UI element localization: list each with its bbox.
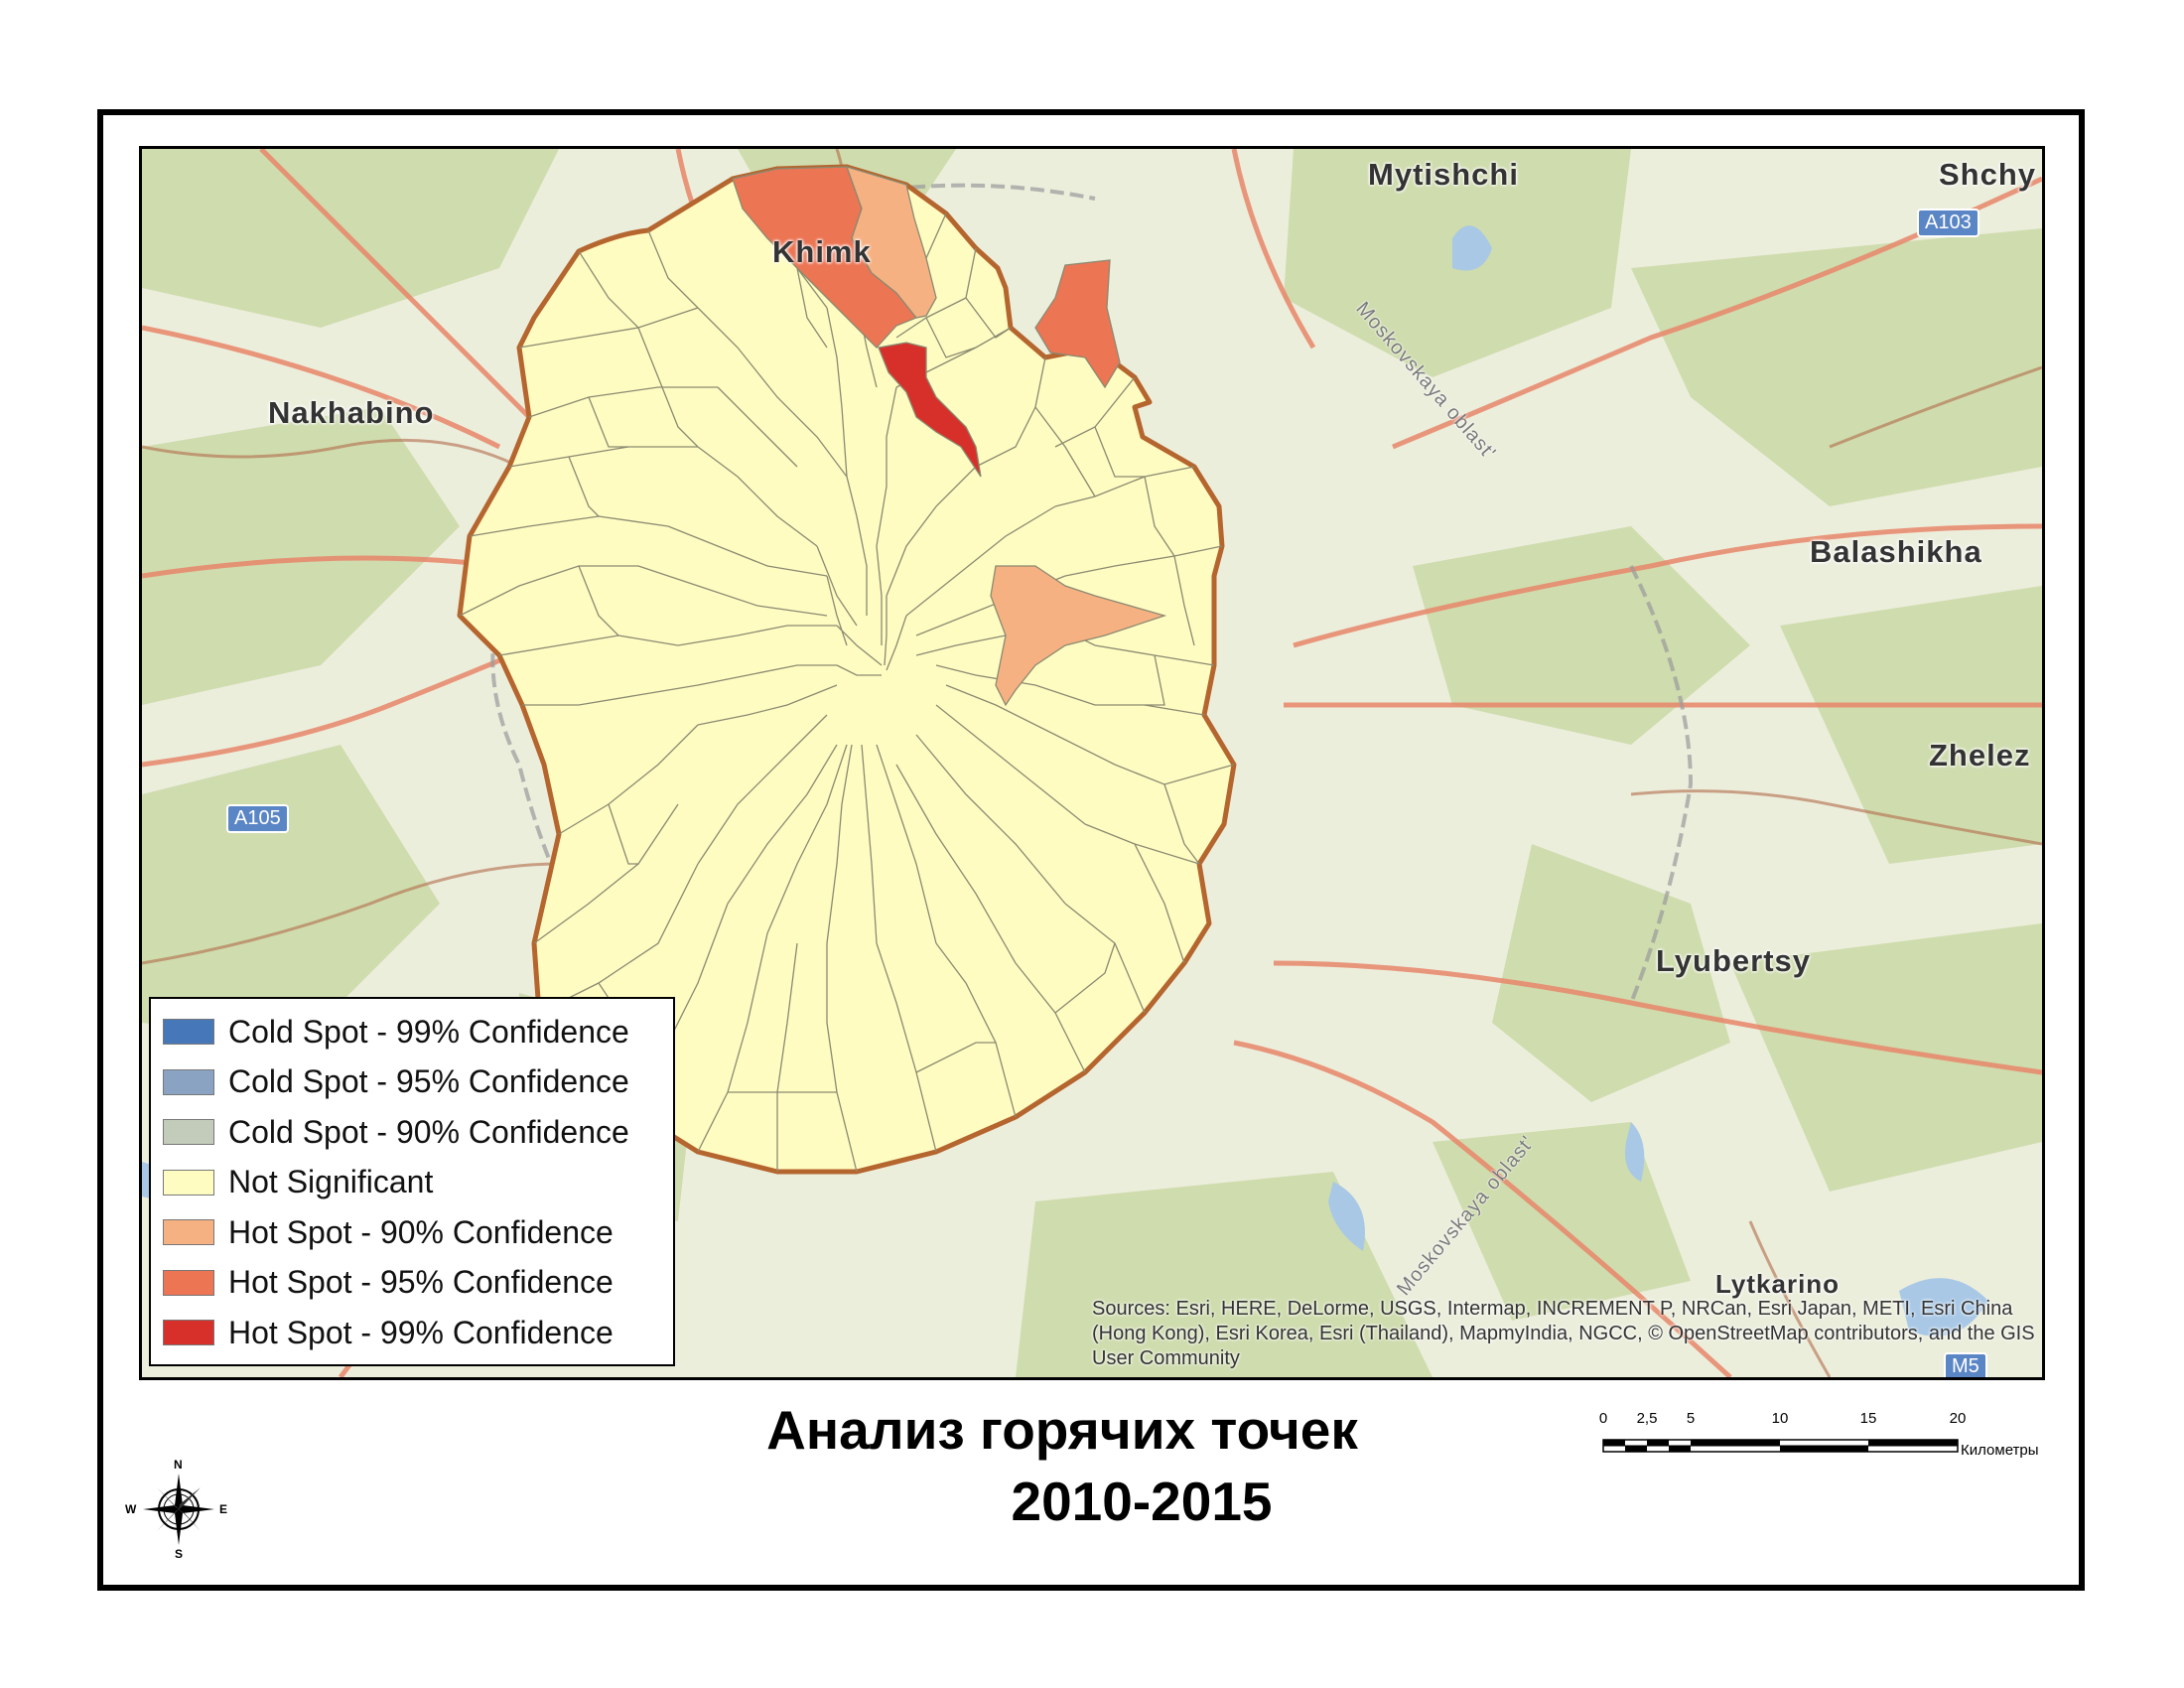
city-label-nakhabino: Nakhabino bbox=[268, 395, 435, 430]
legend-swatch bbox=[163, 1169, 214, 1196]
legend-swatch bbox=[163, 1320, 214, 1346]
legend-label: Hot Spot - 99% Confidence bbox=[228, 1314, 614, 1350]
scale-tick-label: 5 bbox=[1686, 1410, 1696, 1427]
north-arrow-compass-icon: N S E W bbox=[125, 1458, 230, 1561]
legend-swatch bbox=[163, 1119, 214, 1146]
city-label-zhelez: Zhelez bbox=[1929, 738, 2031, 773]
legend-label: Not Significant bbox=[228, 1164, 434, 1200]
legend-item: Hot Spot - 90% Confidence bbox=[151, 1207, 673, 1258]
legend-item: Hot Spot - 99% Confidence bbox=[151, 1308, 673, 1358]
basemap-svg bbox=[142, 149, 2042, 1377]
moscow-boundary bbox=[457, 164, 1237, 1175]
city-label-shchy: Shchy bbox=[1939, 157, 2037, 192]
map-sources-credit: Sources: Esri, HERE, DeLorme, USGS, Inte… bbox=[1092, 1298, 2035, 1369]
compass-s-label: S bbox=[175, 1547, 184, 1561]
map-title-line1: Анализ горячих точек bbox=[766, 1399, 1358, 1461]
scale-tick-label: 0 bbox=[1598, 1410, 1608, 1427]
city-label-mytishchi: Mytishchi bbox=[1368, 157, 1519, 192]
legend-label: Hot Spot - 95% Confidence bbox=[228, 1264, 614, 1301]
scale-tick-label: 20 bbox=[1949, 1410, 1967, 1427]
hotspot-95-ne bbox=[1034, 259, 1121, 389]
road-shield-a103: A103 bbox=[1917, 209, 1979, 237]
scale-tick-label: 2,5 bbox=[1636, 1410, 1658, 1427]
legend-item: Cold Spot - 99% Confidence bbox=[151, 1007, 673, 1057]
legend-swatch bbox=[163, 1269, 214, 1296]
legend-swatch bbox=[163, 1019, 214, 1046]
hotspot-99-center-north bbox=[878, 342, 982, 478]
map-title-line2: 2010-2015 bbox=[1011, 1471, 1273, 1532]
legend-swatch bbox=[163, 1068, 214, 1095]
city-label-khimki: Khimk bbox=[772, 234, 872, 269]
road-shield-m5: M5 bbox=[1944, 1352, 1987, 1377]
secondary-roads bbox=[142, 149, 2042, 1377]
legend-item: Hot Spot - 95% Confidence bbox=[151, 1258, 673, 1309]
legend-item: Cold Spot - 90% Confidence bbox=[151, 1107, 673, 1158]
legend-item: Cold Spot - 95% Confidence bbox=[151, 1057, 673, 1108]
compass-e-label: E bbox=[219, 1502, 228, 1516]
compass-w-label: W bbox=[125, 1502, 137, 1516]
city-label-lytkarino: Lytkarino bbox=[1715, 1269, 1841, 1299]
city-label-balashikha: Balashikha bbox=[1810, 534, 1982, 569]
scale-tick-label: 10 bbox=[1771, 1410, 1789, 1427]
scale-unit-label: Километры bbox=[1961, 1442, 2039, 1459]
hotspot-90-center bbox=[990, 565, 1167, 707]
legend-label: Cold Spot - 90% Confidence bbox=[228, 1113, 629, 1150]
legend-label: Cold Spot - 95% Confidence bbox=[228, 1063, 629, 1100]
scale-tick-label: 15 bbox=[1859, 1410, 1877, 1427]
legend-label: Hot Spot - 90% Confidence bbox=[228, 1213, 614, 1250]
compass-n-label: N bbox=[174, 1458, 183, 1472]
scale-bar: 0 2,5 5 10 15 20 bbox=[1598, 1410, 2055, 1489]
legend-item: Not Significant bbox=[151, 1158, 673, 1208]
hotspot-90-nw bbox=[845, 166, 937, 319]
legend-swatch bbox=[163, 1219, 214, 1246]
legend-label: Cold Spot - 99% Confidence bbox=[228, 1013, 629, 1050]
city-label-lyubertsy: Lyubertsy bbox=[1656, 943, 1812, 978]
road-shield-a105: A105 bbox=[226, 804, 289, 833]
compass-rose-icon bbox=[143, 1474, 214, 1545]
map-legend: Cold Spot - 99% Confidence Cold Spot - 9… bbox=[149, 997, 675, 1366]
scale-bar-graphic bbox=[1602, 1439, 1959, 1453]
